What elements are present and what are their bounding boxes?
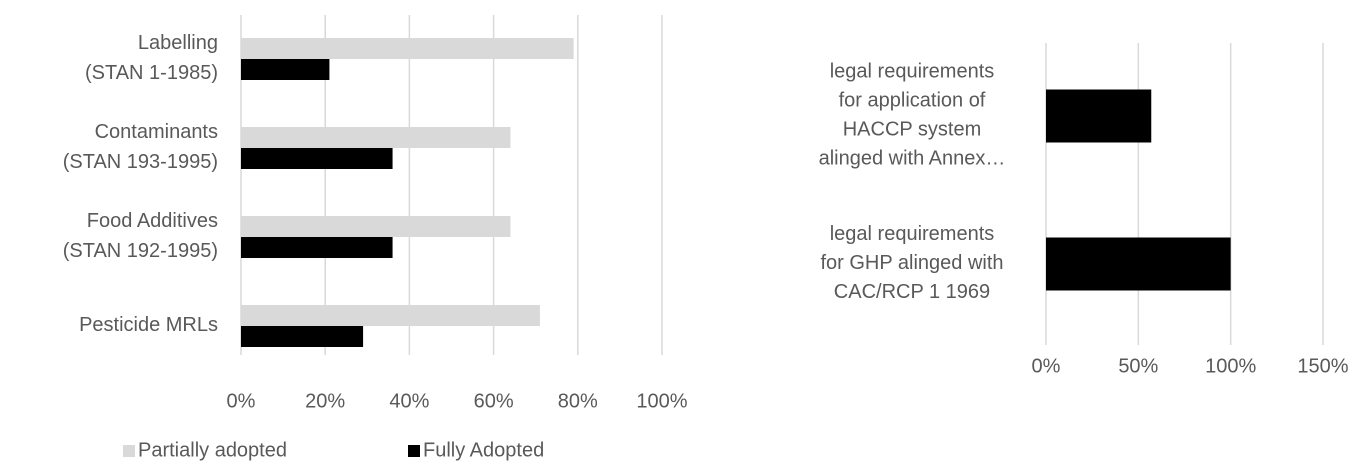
y-tick-label: legal requirements for GHP alinged with CA… — [820, 223, 1003, 303]
x-tick-label: 0% — [1032, 355, 1061, 377]
y-tick-label: Pesticide MRLs — [79, 314, 218, 336]
x-tick-label: 50% — [1118, 355, 1158, 377]
x-tick-label: 100% — [636, 390, 687, 412]
bar — [241, 148, 393, 169]
bar — [241, 38, 574, 59]
bar — [1046, 89, 1152, 143]
legend-swatch — [408, 445, 420, 457]
x-tick-label: 20% — [305, 390, 345, 412]
x-tick-label: 80% — [558, 390, 598, 412]
y-tick-label: Labelling (STAN 1-1985) — [85, 32, 218, 84]
y-tick-label: Food Additives (STAN 192-1995) — [63, 210, 218, 262]
label-line: alinged with Annex… — [819, 148, 1006, 170]
bar — [241, 326, 364, 347]
bar — [241, 216, 511, 237]
label-line: for GHP alinged with — [820, 252, 1003, 274]
label-line: Labelling — [138, 32, 218, 54]
y-tick-label: Contaminants (STAN 193-1995) — [63, 121, 218, 173]
bar — [241, 127, 511, 148]
label-line: (STAN 193-1995) — [63, 151, 218, 173]
legend-label: Fully Adopted — [423, 439, 544, 461]
label-line: Contaminants — [95, 121, 218, 143]
label-line: for application of — [839, 90, 986, 112]
label-line: legal requirements — [830, 61, 995, 83]
label-line: (STAN 1-1985) — [85, 62, 218, 84]
bar — [241, 305, 540, 326]
label-line: CAC/RCP 1 1969 — [834, 281, 990, 303]
x-tick-label: 40% — [389, 390, 429, 412]
legend-label: Partially adopted — [138, 439, 287, 461]
label-line: Pesticide MRLs — [79, 314, 218, 336]
label-line: HACCP system — [843, 119, 982, 141]
label-line: (STAN 192-1995) — [63, 240, 218, 262]
x-tick-label: 150% — [1297, 355, 1348, 377]
x-tick-label: 0% — [227, 390, 256, 412]
bar — [1046, 237, 1231, 291]
bar — [241, 59, 330, 80]
legend-swatch — [123, 445, 135, 457]
label-line: legal requirements — [830, 223, 995, 245]
y-tick-label: legal requirements for application of HACC… — [819, 61, 1006, 170]
bar — [241, 237, 393, 258]
x-tick-label: 60% — [474, 390, 514, 412]
x-tick-label: 100% — [1205, 355, 1256, 377]
label-line: Food Additives — [87, 210, 218, 232]
